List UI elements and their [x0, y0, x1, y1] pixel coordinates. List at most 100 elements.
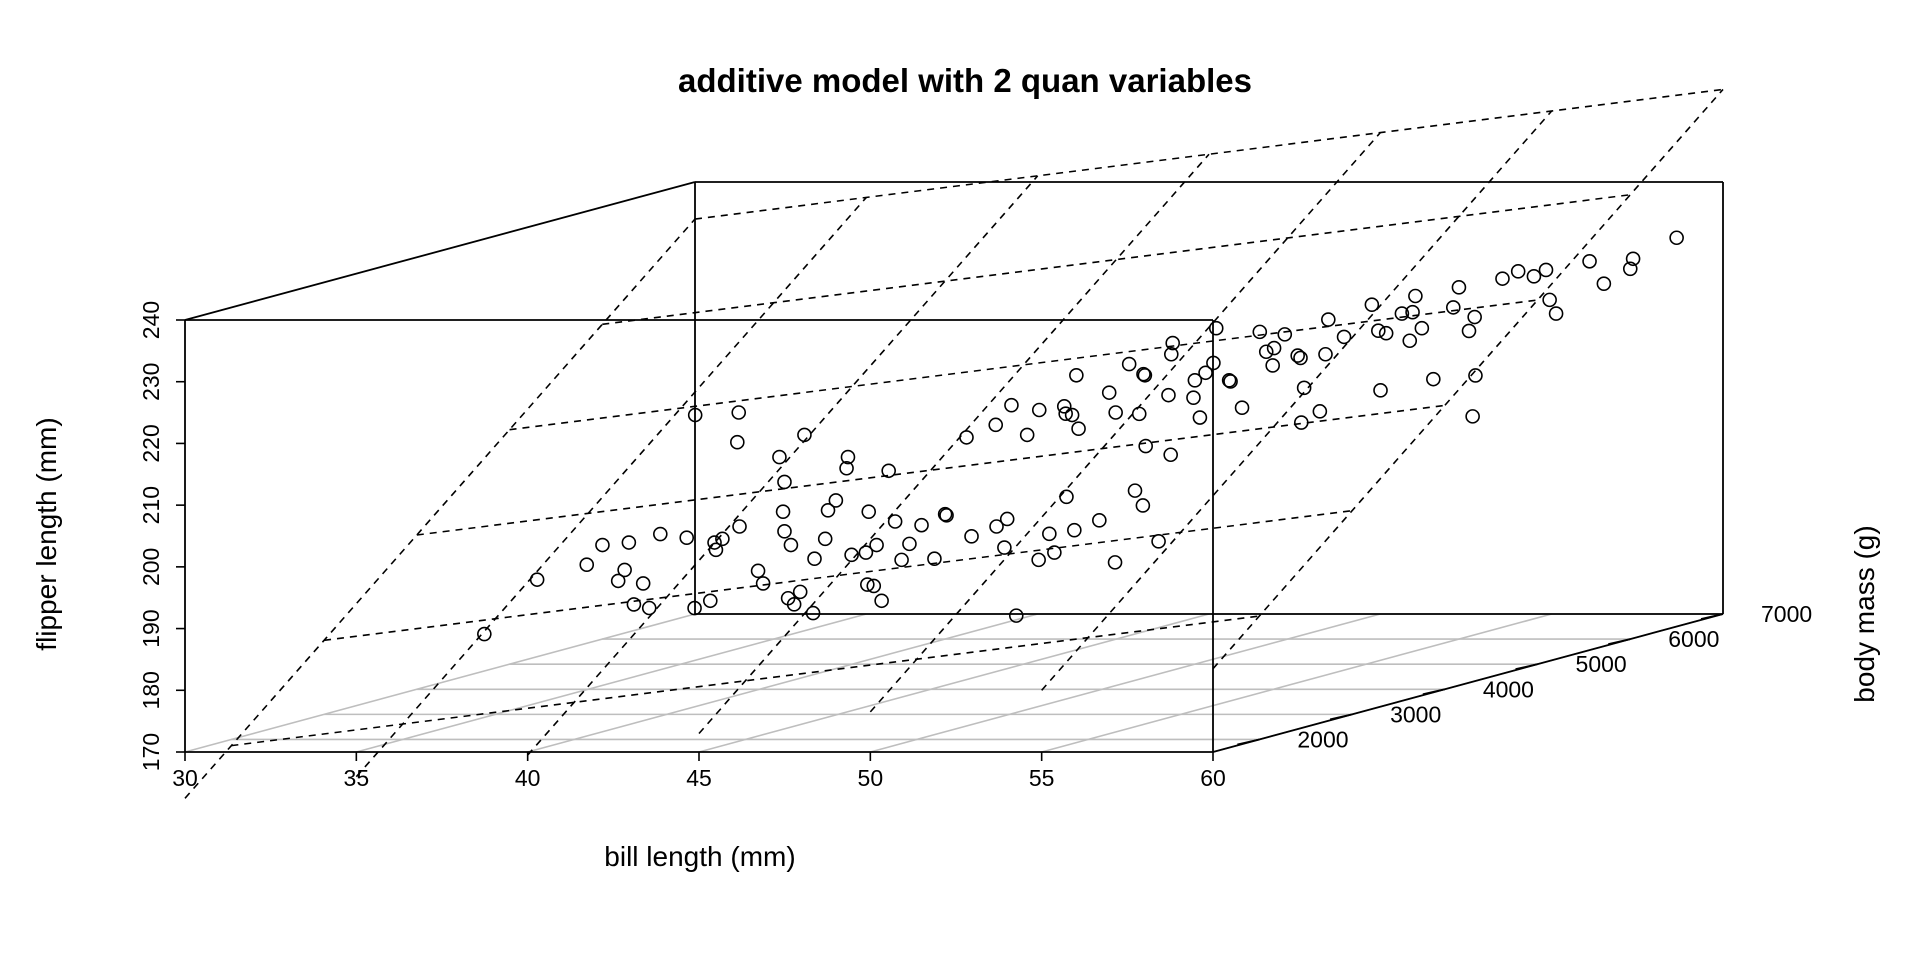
- data-point: [1622, 261, 1638, 277]
- data-point: [817, 531, 833, 547]
- data-point: [999, 511, 1015, 527]
- data-point: [1465, 409, 1480, 424]
- data-point: [1265, 358, 1280, 373]
- plane-line-y: [323, 509, 1353, 642]
- data-point: [708, 542, 724, 558]
- data-point: [894, 552, 909, 568]
- data-point: [750, 563, 766, 579]
- plane-line-x: [698, 153, 1210, 735]
- y-tick: [1237, 738, 1260, 746]
- data-point: [1426, 371, 1441, 387]
- box-edge: [184, 181, 696, 321]
- data-point: [1107, 555, 1123, 570]
- data-point: [964, 529, 979, 544]
- data-point: [1004, 397, 1019, 413]
- data-point: [1135, 498, 1151, 513]
- data-point: [1187, 372, 1203, 388]
- data-point: [1402, 333, 1418, 349]
- data-point: [1058, 406, 1073, 421]
- data-point: [792, 584, 808, 600]
- data-point: [1059, 489, 1074, 505]
- data-points: [477, 230, 1684, 642]
- data-point: [687, 600, 702, 616]
- data-point: [1378, 325, 1394, 341]
- data-point: [1064, 407, 1080, 423]
- data-point: [828, 493, 844, 508]
- x-tick-label: 30: [172, 765, 198, 791]
- floor-gridline-x: [356, 613, 867, 753]
- data-point: [1031, 552, 1046, 568]
- data-point: [707, 535, 722, 550]
- data-point: [1405, 304, 1420, 320]
- data-point: [1092, 513, 1107, 528]
- data-point: [1542, 292, 1557, 308]
- data-point: [702, 593, 718, 609]
- plane-line-y: [231, 615, 1260, 747]
- regression-plane: [184, 88, 1724, 799]
- data-point: [902, 536, 917, 552]
- data-point: [1138, 438, 1153, 454]
- data-point: [959, 430, 974, 445]
- data-point: [775, 504, 791, 519]
- plane-line-x: [1041, 110, 1553, 691]
- data-point: [1186, 390, 1201, 405]
- data-point: [1163, 346, 1179, 362]
- data-point: [1071, 421, 1086, 437]
- data-point: [1336, 329, 1352, 345]
- y-tick: [1515, 663, 1538, 671]
- data-point: [1067, 522, 1082, 538]
- plane-line-x: [869, 132, 1381, 713]
- z-tick-label: 240: [138, 301, 164, 339]
- data-point: [635, 576, 651, 591]
- z-axis-label: flipper length (mm): [31, 417, 62, 650]
- data-point: [1056, 399, 1072, 414]
- data-point: [881, 463, 896, 479]
- data-point: [1047, 545, 1062, 560]
- x-tick-label: 55: [1029, 765, 1055, 791]
- data-point: [1461, 323, 1477, 339]
- data-point: [610, 573, 626, 589]
- data-point: [1221, 372, 1237, 388]
- x-tick-label: 45: [686, 765, 712, 791]
- data-point: [988, 417, 1004, 433]
- data-point: [1526, 269, 1542, 284]
- data-point: [579, 557, 595, 572]
- data-point: [1208, 320, 1224, 336]
- box-edge: [1212, 613, 1724, 753]
- data-point: [807, 551, 822, 567]
- box-back-edges: [184, 181, 1724, 615]
- data-point: [687, 407, 703, 423]
- data-point: [1468, 368, 1483, 383]
- data-point: [914, 517, 929, 533]
- data-point: [617, 562, 632, 578]
- z-tick-label: 200: [138, 548, 164, 586]
- data-point: [1121, 356, 1137, 372]
- data-point: [1582, 253, 1597, 269]
- y-tick-label: 2000: [1297, 726, 1348, 752]
- data-point: [477, 626, 492, 642]
- y-tick: [1608, 638, 1631, 645]
- data-point: [641, 600, 657, 616]
- data-point: [840, 449, 856, 465]
- z-tick-label: 190: [138, 609, 164, 647]
- y-tick-label: 4000: [1483, 676, 1534, 702]
- x-tick-label: 40: [515, 765, 541, 791]
- data-point: [1596, 276, 1612, 291]
- data-point: [869, 537, 884, 553]
- data-point: [805, 605, 821, 621]
- data-point: [1394, 306, 1410, 321]
- x-tick-label: 50: [858, 765, 884, 791]
- data-point: [927, 551, 942, 567]
- data-point: [626, 597, 642, 612]
- y-tick-label: 3000: [1390, 701, 1441, 727]
- data-point: [874, 593, 889, 609]
- plane-line-x: [527, 175, 1039, 756]
- plane-line-y: [694, 88, 1724, 220]
- data-point: [1321, 312, 1336, 327]
- data-point: [1290, 348, 1305, 363]
- data-point: [1296, 380, 1312, 396]
- data-point: [1234, 400, 1250, 415]
- data-point: [1294, 415, 1309, 430]
- data-point: [777, 524, 792, 539]
